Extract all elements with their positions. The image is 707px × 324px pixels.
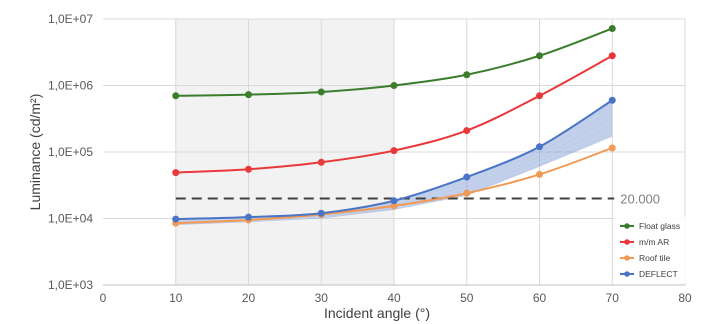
y-tick-label: 1,0E+05: [48, 145, 93, 159]
legend-label: m/m AR: [639, 237, 669, 247]
legend-swatch-marker: [624, 223, 630, 229]
x-tick-label: 70: [606, 291, 620, 305]
legend-swatch-marker: [624, 255, 630, 261]
data-point-float-glass: [463, 71, 471, 79]
data-point-m-m-ar: [463, 127, 471, 135]
data-point-m-m-ar: [608, 52, 616, 60]
y-tick-label: 1,0E+07: [48, 12, 93, 26]
x-tick-label: 10: [169, 291, 183, 305]
deflect-band: [175, 100, 613, 225]
x-tick-label: 20: [242, 291, 256, 305]
data-point-deflect: [608, 96, 616, 104]
x-tick-label: 0: [100, 291, 107, 305]
data-point-m-m-ar: [245, 165, 252, 173]
data-point-roof-tile: [536, 170, 543, 178]
data-point-float-glass: [536, 52, 543, 60]
data-point-m-m-ar: [390, 147, 398, 155]
x-tick-label: 50: [460, 291, 474, 305]
x-tick-label: 60: [533, 291, 547, 305]
legend-box: [614, 217, 706, 283]
legend-label: DEFLECT: [639, 269, 678, 279]
legend-swatch-marker: [624, 239, 630, 245]
data-point-roof-tile: [608, 144, 616, 152]
data-point-m-m-ar: [317, 158, 325, 166]
legend-label: Roof tile: [639, 253, 670, 263]
y-tick-label: 1,0E+03: [48, 278, 93, 292]
x-axis-title: Incident angle (°): [324, 305, 430, 321]
reference-line-label: 20.000: [620, 191, 660, 206]
legend-swatch-marker: [624, 271, 630, 277]
data-point-deflect: [317, 209, 325, 217]
data-point-float-glass: [608, 24, 616, 32]
data-point-deflect: [390, 197, 398, 205]
data-point-m-m-ar: [172, 169, 180, 177]
data-point-roof-tile: [390, 202, 398, 210]
x-tick-label: 30: [315, 291, 329, 305]
data-point-float-glass: [172, 92, 180, 100]
data-point-deflect: [245, 213, 252, 221]
data-point-roof-tile: [463, 189, 471, 197]
data-point-deflect: [172, 215, 180, 223]
data-point-deflect: [536, 143, 543, 151]
data-point-float-glass: [317, 88, 325, 96]
data-point-float-glass: [245, 91, 252, 99]
data-point-m-m-ar: [536, 92, 543, 100]
legend-label: Float glass: [639, 221, 680, 231]
x-tick-label: 40: [387, 291, 401, 305]
data-point-float-glass: [390, 82, 398, 89]
data-point-deflect: [463, 173, 471, 181]
y-tick-label: 1,0E+06: [48, 79, 93, 93]
x-tick-label: 80: [678, 291, 692, 305]
y-axis-title: Luminance (cd/m²): [27, 94, 43, 211]
y-tick-label: 1,0E+04: [48, 212, 93, 226]
